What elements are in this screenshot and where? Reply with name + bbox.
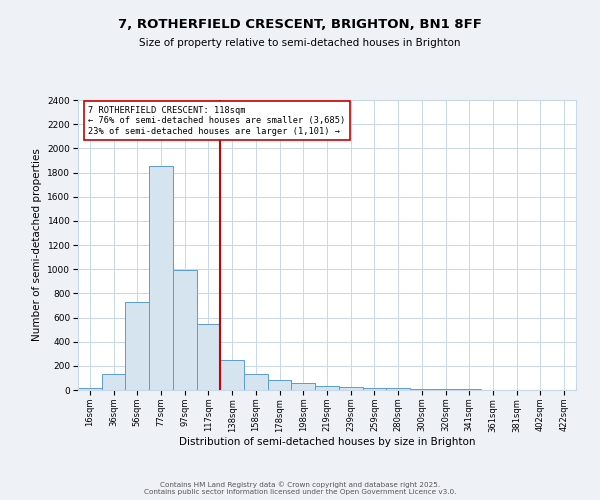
Text: 7, ROTHERFIELD CRESCENT, BRIGHTON, BN1 8FF: 7, ROTHERFIELD CRESCENT, BRIGHTON, BN1 8… <box>118 18 482 30</box>
Bar <box>102 374 125 390</box>
Bar <box>197 324 220 390</box>
Bar <box>220 360 244 390</box>
Bar <box>410 389 434 390</box>
Bar <box>315 386 339 390</box>
Bar <box>173 270 197 390</box>
Bar <box>125 302 149 390</box>
Bar <box>149 166 173 390</box>
Bar <box>292 384 315 390</box>
Bar <box>244 374 268 390</box>
Text: 7 ROTHERFIELD CRESCENT: 118sqm
← 76% of semi-detached houses are smaller (3,685): 7 ROTHERFIELD CRESCENT: 118sqm ← 76% of … <box>88 106 345 136</box>
Bar <box>362 388 386 390</box>
Y-axis label: Number of semi-detached properties: Number of semi-detached properties <box>32 148 42 342</box>
Bar <box>78 388 102 390</box>
Text: Contains HM Land Registry data © Crown copyright and database right 2025.
Contai: Contains HM Land Registry data © Crown c… <box>144 482 456 495</box>
Text: Size of property relative to semi-detached houses in Brighton: Size of property relative to semi-detach… <box>139 38 461 48</box>
Bar <box>268 380 292 390</box>
Bar <box>339 387 362 390</box>
X-axis label: Distribution of semi-detached houses by size in Brighton: Distribution of semi-detached houses by … <box>179 437 475 447</box>
Bar <box>386 388 410 390</box>
